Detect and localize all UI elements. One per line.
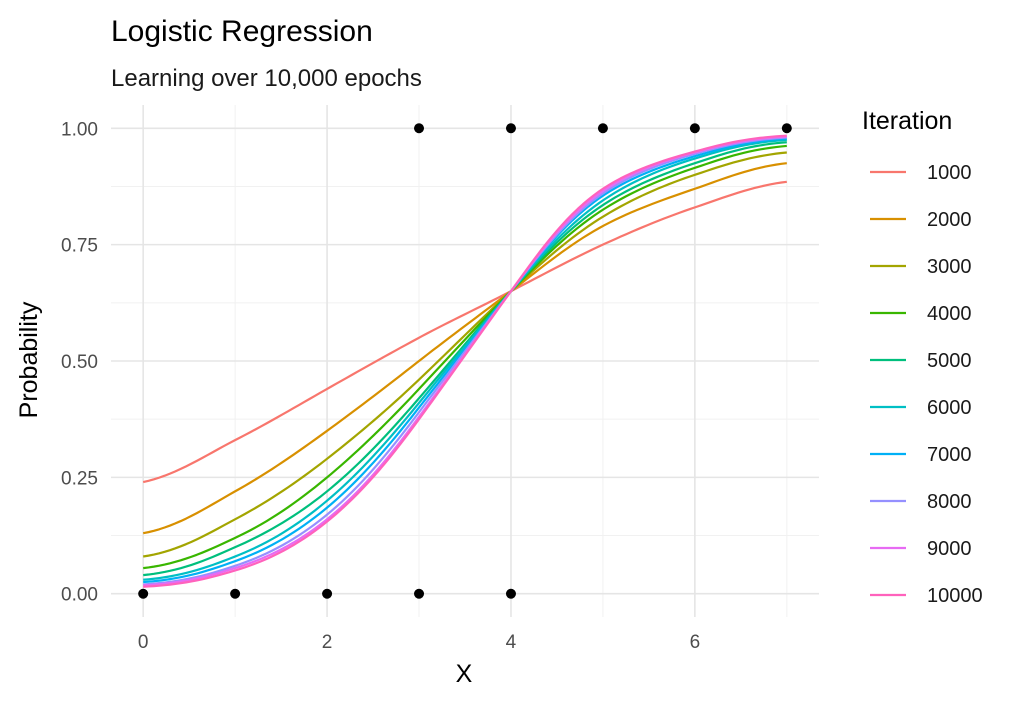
series-line-3000 <box>143 151 787 558</box>
data-point <box>689 123 700 134</box>
legend-label-5000: 5000 <box>927 350 972 372</box>
legend-label-3000: 3000 <box>927 256 972 278</box>
series-line-7000 <box>143 137 787 584</box>
data-point <box>505 588 516 599</box>
y-axis-title: Probability <box>15 301 43 418</box>
series-lines <box>142 134 787 588</box>
x-tick-label: 2 <box>322 632 333 653</box>
legend-label-6000: 6000 <box>927 397 972 419</box>
legend-label-9000: 9000 <box>927 538 972 560</box>
series-line-8000 <box>143 136 787 586</box>
data-points <box>138 123 792 599</box>
grid-lines <box>111 105 819 617</box>
legend-label-4000: 4000 <box>927 303 972 325</box>
legend-label-2000: 2000 <box>927 209 972 231</box>
y-tick-label: 1.00 <box>61 119 98 140</box>
legend-title: Iteration <box>862 107 952 135</box>
data-point <box>230 588 241 599</box>
data-point <box>138 588 149 599</box>
chart-title: Logistic Regression <box>111 15 373 48</box>
legend-label-10000: 10000 <box>927 585 983 607</box>
y-tick-label: 0.25 <box>61 468 98 489</box>
series-line-5000 <box>143 141 787 577</box>
x-axis-title: X <box>456 660 473 688</box>
series-line-10000 <box>143 134 787 588</box>
data-point <box>505 123 516 134</box>
legend-label-1000: 1000 <box>927 162 972 184</box>
y-tick-label: 0.75 <box>61 236 98 257</box>
data-point <box>781 123 792 134</box>
series-line-4000 <box>143 144 787 570</box>
legend-label-8000: 8000 <box>927 491 972 513</box>
x-tick-label: 4 <box>506 632 517 653</box>
x-tick-labels: 0 2 4 6 <box>138 632 700 653</box>
y-tick-label: 0.50 <box>61 352 98 373</box>
legend-label-7000: 7000 <box>927 444 972 466</box>
data-point <box>597 123 608 134</box>
series-line-1000 <box>142 180 787 484</box>
y-tick-label: 0.00 <box>61 585 98 606</box>
legend: 1000 2000 3000 4000 5000 6000 7000 8000 9000 1000… <box>870 162 983 607</box>
x-tick-label: 0 <box>138 632 149 653</box>
chart-subtitle: Learning over 10,000 epochs <box>111 65 422 92</box>
data-point <box>322 588 333 599</box>
series-line-2000 <box>142 162 787 535</box>
x-tick-label: 6 <box>690 632 701 653</box>
data-point <box>414 588 425 599</box>
y-tick-labels: 0.00 0.25 0.50 0.75 1.00 <box>61 119 98 605</box>
series-line-6000 <box>143 138 787 581</box>
data-point <box>414 123 425 134</box>
